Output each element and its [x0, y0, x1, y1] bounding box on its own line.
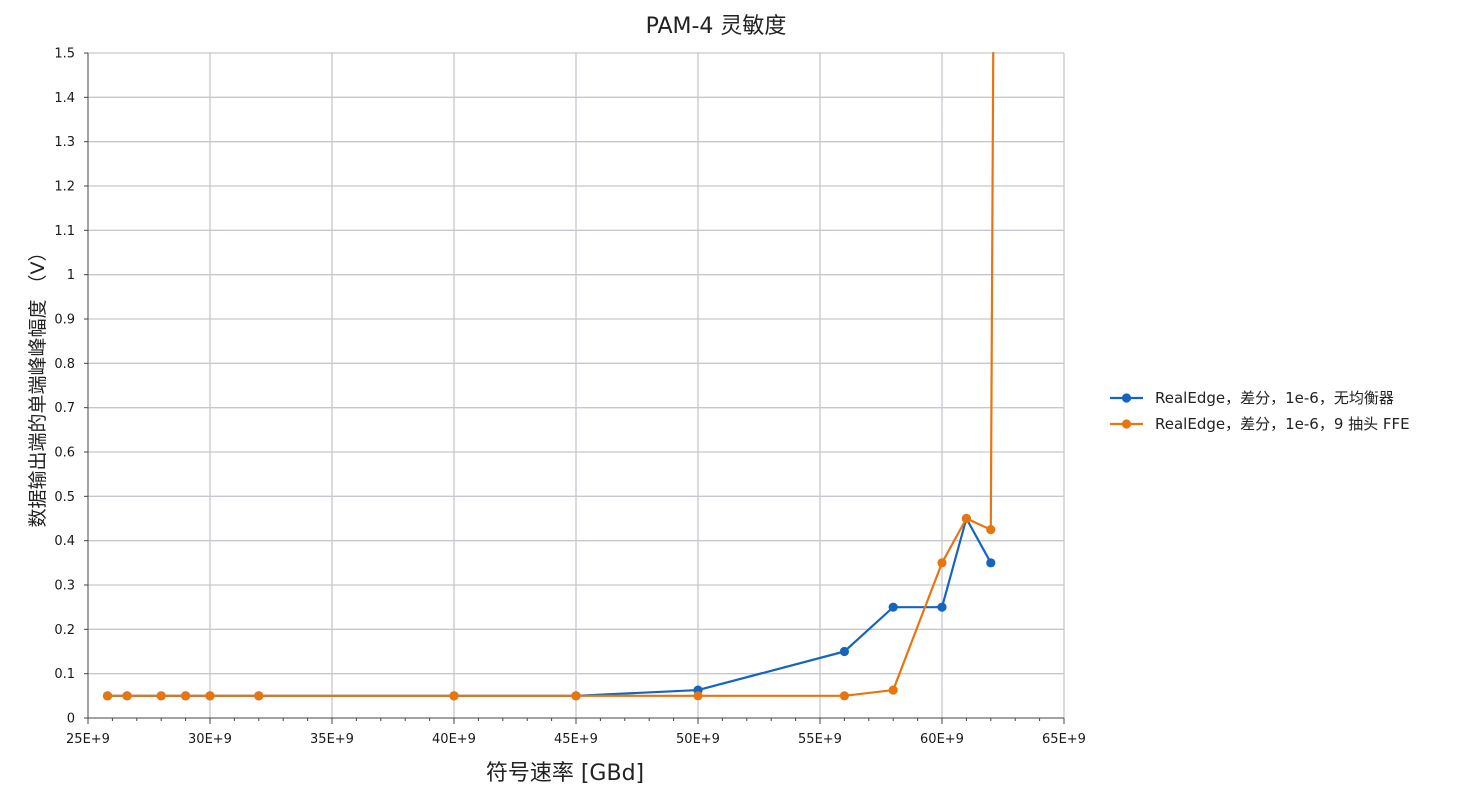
- legend-marker: [1121, 393, 1132, 403]
- data-point: [937, 558, 947, 568]
- x-tick-label: 30E+9: [188, 732, 232, 747]
- legend-marker: [1121, 419, 1132, 429]
- legend-item-2: RealEdge，差分，1e-6，9 抽头 FFE: [1110, 415, 1410, 433]
- data-point: [254, 691, 264, 701]
- y-tick-label: 0.7: [54, 401, 75, 416]
- y-tick-label: 1.5: [54, 47, 75, 62]
- series-1: [102, 513, 996, 701]
- legend-label: RealEdge，差分，1e-6，9 抽头 FFE: [1155, 415, 1410, 433]
- x-tick-label: 50E+9: [676, 732, 720, 747]
- data-point: [102, 691, 113, 701]
- data-point: [156, 691, 166, 701]
- data-point: [205, 691, 215, 701]
- y-tick-label: 1.4: [54, 91, 75, 106]
- y-tick-label: 0.8: [54, 357, 75, 372]
- legend-label: RealEdge，差分，1e-6，无均衡器: [1155, 389, 1394, 407]
- legend-item-1: RealEdge，差分，1e-6，无均衡器: [1110, 389, 1394, 407]
- x-tick-label: 45E+9: [554, 732, 598, 747]
- data-point: [961, 513, 972, 524]
- x-tick-label: 60E+9: [920, 732, 964, 747]
- series-line: [106, 517, 992, 697]
- data-point: [888, 602, 898, 612]
- y-tick-label: 0.3: [54, 579, 75, 594]
- x-tick-label: 55E+9: [798, 732, 842, 747]
- x-tick-label: 25E+9: [66, 732, 110, 747]
- x-tick-label: 40E+9: [432, 732, 476, 747]
- data-point: [986, 524, 996, 535]
- y-tick-labels: 0 0.1 0.2 0.3 0.4 0.5 0.6 0.7 0.8 0.9 1 1.1 1.2 1.3 1.…: [54, 47, 75, 727]
- y-tick-label: 0.1: [54, 667, 75, 682]
- axes: [84, 52, 1065, 724]
- data-point: [839, 646, 850, 657]
- series-layer: [102, 51, 996, 701]
- data-point: [888, 685, 898, 695]
- x-tick-labels: 25E+9 30E+9 35E+9 40E+9 45E+9 50E+9 55E+9 60E+9…: [66, 732, 1086, 747]
- chart-title: PAM-4 灵敏度: [646, 14, 787, 39]
- grid: [88, 52, 1065, 718]
- data-point: [937, 602, 947, 612]
- y-tick-label: 1.1: [54, 224, 75, 239]
- y-tick-label: 0.9: [54, 313, 75, 328]
- y-tick-label: 0.6: [54, 446, 75, 461]
- legend: RealEdge，差分，1e-6，无均衡器 RealEdge，差分，1e-6，9 …: [1110, 389, 1410, 433]
- y-tick-label: 0.5: [54, 490, 75, 505]
- data-point: [571, 691, 581, 701]
- data-point: [122, 691, 132, 701]
- y-tick-label: 1.3: [54, 135, 75, 150]
- series-line: [106, 51, 995, 697]
- data-point: [181, 691, 191, 701]
- x-tick-label: 35E+9: [310, 732, 354, 747]
- y-tick-label: 0: [67, 712, 75, 727]
- y-tick-label: 0.4: [54, 534, 75, 549]
- y-axis-label: 数据输出端的单端峰峰幅度 （V）: [27, 242, 49, 527]
- data-point: [693, 691, 703, 701]
- x-tick-label: 65E+9: [1042, 732, 1086, 747]
- y-tick-label: 0.2: [54, 623, 75, 638]
- y-tick-label: 1: [67, 268, 75, 283]
- data-point: [449, 691, 459, 701]
- data-point: [986, 558, 996, 568]
- series-2: [102, 51, 996, 701]
- x-axis-label: 符号速率 [GBd]: [486, 761, 644, 786]
- data-point: [839, 691, 850, 701]
- y-tick-label: 1.2: [54, 180, 75, 195]
